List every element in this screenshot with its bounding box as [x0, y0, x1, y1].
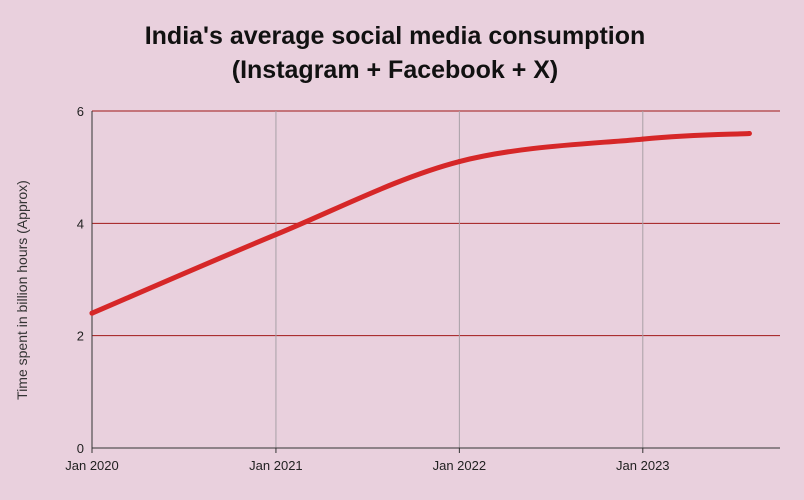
data-point	[640, 136, 646, 142]
chart-subtitle: (Instagram + Facebook + X)	[231, 56, 559, 84]
y-tick-label: 0	[77, 441, 84, 456]
y-tick-label: 4	[77, 216, 84, 231]
series-line	[89, 130, 752, 316]
data-point	[89, 310, 95, 316]
x-tick-label: Jan 2021	[249, 458, 303, 473]
data-point	[456, 159, 462, 165]
data-point	[273, 232, 279, 238]
data-point	[746, 130, 752, 136]
y-tick-label: 6	[77, 104, 84, 119]
x-tick-label: Jan 2022	[433, 458, 487, 473]
y-tick-label: 2	[77, 329, 84, 344]
x-tick-label: Jan 2020	[65, 458, 119, 473]
chart-title: India's average social media consumption	[144, 22, 646, 50]
x-tick-label: Jan 2023	[616, 458, 670, 473]
